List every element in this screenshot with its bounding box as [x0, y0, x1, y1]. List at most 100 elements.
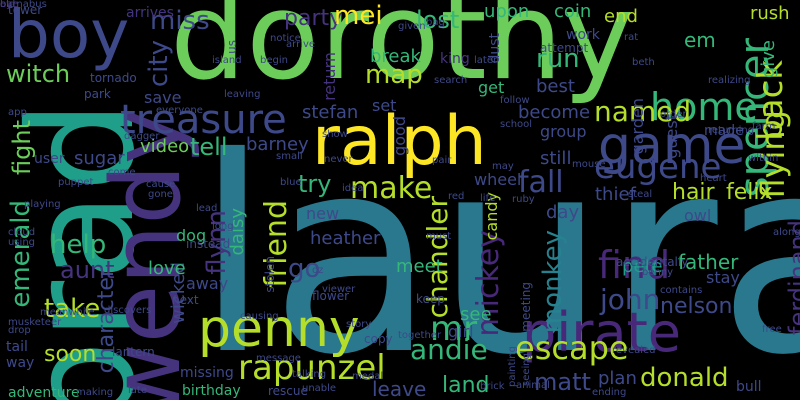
cloud-word-lantern: lantern	[112, 345, 155, 359]
cloud-word-follow: follow	[500, 95, 530, 106]
cloud-word-accidentally: accidentally	[616, 255, 689, 269]
cloud-word-try: try	[298, 170, 332, 198]
cloud-word-video: video	[140, 136, 190, 157]
cloud-word-steal: steal	[628, 189, 653, 200]
cloud-word-em: em	[684, 28, 716, 52]
cloud-word-thief: thief	[595, 184, 636, 205]
cloud-word-mr: mr	[430, 309, 478, 349]
cloud-word-medal: medal	[352, 371, 384, 382]
cloud-word-mouse: mouse	[572, 159, 606, 170]
cloud-word-set: set	[372, 96, 397, 115]
cloud-word-father: father	[678, 250, 739, 274]
cloud-word-park: park	[84, 87, 111, 101]
cloud-word-pete: pete	[622, 256, 663, 277]
cloud-word-save: save	[144, 88, 182, 107]
cloud-word-way: way	[6, 355, 35, 371]
cloud-word-home: home	[650, 85, 758, 129]
cloud-word-guest: guest	[662, 114, 681, 159]
cloud-word-run: run	[536, 44, 580, 74]
cloud-word-named: named	[594, 95, 692, 128]
cloud-word-blue: blue	[280, 177, 302, 188]
cloud-word-old: old	[0, 0, 16, 10]
cloud-word-andie: andie	[410, 333, 488, 366]
cloud-word-plan: plan	[598, 368, 637, 389]
cloud-word-talking: talking	[292, 369, 327, 380]
cloud-word-lost: lost	[416, 6, 460, 34]
cloud-word-begin: begin	[260, 55, 288, 66]
cloud-word-meet: meet	[396, 256, 443, 277]
cloud-word-search: search	[434, 75, 468, 86]
cloud-word-tornado: tornado	[90, 71, 137, 85]
cloud-word-gone: gone	[148, 189, 173, 200]
cloud-word-come: come	[108, 167, 136, 178]
cloud-word-monkey: monkey	[538, 230, 568, 334]
cloud-word-eye: eye	[0, 0, 19, 10]
cloud-word-brick: brick	[480, 381, 505, 392]
cloud-word-given: given	[398, 21, 426, 32]
cloud-word-cause: cause	[146, 179, 176, 190]
cloud-word-aunt: aunt	[60, 256, 115, 284]
cloud-word-flower: flower	[312, 289, 350, 303]
cloud-word-may: may	[492, 161, 514, 172]
cloud-word-love: love	[148, 258, 186, 279]
cloud-word-show: show	[322, 129, 348, 140]
cloud-word-dagger: dagger	[124, 131, 160, 142]
cloud-word-group: group	[540, 122, 587, 141]
cloud-word-school: school	[500, 119, 533, 130]
cloud-word-revealed: revealed	[612, 345, 656, 356]
cloud-word-story: story	[346, 319, 372, 330]
cloud-word-good: good	[390, 116, 409, 156]
cloud-word-become: become	[518, 102, 591, 123]
cloud-word-drop: drop	[8, 325, 31, 336]
cloud-word-life: life	[480, 193, 496, 204]
cloud-word-ralph: ralph	[312, 102, 487, 181]
cloud-word-end: end	[604, 6, 638, 27]
cloud-word-laura: laura	[195, 99, 800, 400]
cloud-word-everyone: everyone	[156, 105, 203, 116]
cloud-word-unable: unable	[302, 383, 337, 394]
cloud-word-emerald: emerald	[6, 200, 36, 308]
cloud-word-take: take	[44, 294, 101, 324]
cloud-word-stolen: stolen	[263, 256, 277, 293]
cloud-word-leaving: leaving	[224, 89, 261, 100]
cloud-word-missing: missing	[180, 365, 234, 381]
cloud-word-puppet: puppet	[58, 177, 94, 188]
cloud-word-return: return	[320, 52, 339, 101]
cloud-word-arrive: arrive	[286, 39, 316, 50]
cloud-word-attempt: attempt	[540, 41, 589, 55]
cloud-word-playing: playing	[24, 199, 61, 210]
cloud-word-small: small	[276, 151, 303, 162]
cloud-word-viewer: viewer	[322, 284, 356, 295]
cloud-word-best: best	[536, 76, 575, 97]
cloud-word-nelson: nelson	[660, 294, 733, 319]
cloud-word-bag: bag	[426, 17, 445, 28]
cloud-word-matt: matt	[534, 368, 591, 396]
cloud-word-make: make	[350, 171, 433, 206]
cloud-word-order: order	[660, 109, 687, 120]
cloud-word-along: along	[773, 227, 800, 238]
cloud-word-us: us	[225, 40, 239, 54]
cloud-word-game: game	[598, 116, 746, 176]
cloud-word-late: late	[128, 385, 147, 396]
cloud-word-coin: coin	[554, 1, 592, 22]
cloud-word-tower: tower	[8, 3, 43, 17]
cloud-word-benny: benny	[642, 267, 674, 278]
cloud-word-arrives: arrives	[126, 5, 174, 21]
cloud-word-still: still	[540, 148, 572, 169]
cloud-word-king: king	[440, 51, 470, 67]
cloud-word-oz: oz	[312, 265, 324, 276]
cloud-word-barnabus: barnabus	[0, 0, 47, 10]
cloud-word-penny: penny	[198, 299, 360, 359]
cloud-word-treasure: treasure	[120, 97, 287, 143]
cloud-word-help: help	[50, 230, 107, 260]
cloud-word-returning: returning	[708, 125, 755, 136]
cloud-word-work: work	[566, 27, 600, 43]
cloud-word-made: made	[704, 123, 744, 139]
cloud-word-idea: idea	[342, 183, 364, 194]
cloud-word-user: user	[34, 151, 65, 167]
cloud-word-hair: hair	[672, 180, 715, 205]
cloud-word-within: within	[748, 153, 779, 164]
cloud-word-animal: animal	[516, 380, 550, 391]
cloud-word-adventure: adventure	[8, 385, 80, 400]
cloud-word-day: day	[546, 202, 580, 223]
